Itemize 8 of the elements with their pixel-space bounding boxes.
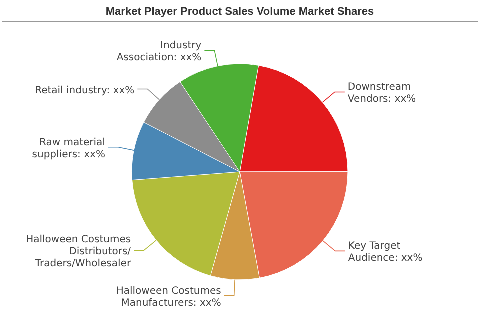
slice-label: Raw material suppliers: xx%: [32, 137, 106, 160]
slice-label: Retail industry: xx%: [35, 85, 135, 96]
slice-label: Halloween Costumes Distributors/Traders/Wholesaler: [26, 234, 132, 270]
slice-label: Industry Association: xx%: [116, 40, 202, 64]
slice-label: Downstream Vendors: xx%: [348, 82, 416, 106]
chart-title: Market Player Product Sales Volume Market Shares: [106, 6, 374, 18]
slice-label: Key Target Audience: xx%: [348, 241, 423, 264]
slice-label: Halloween Costumes Manufacturers: xx%: [116, 286, 222, 309]
